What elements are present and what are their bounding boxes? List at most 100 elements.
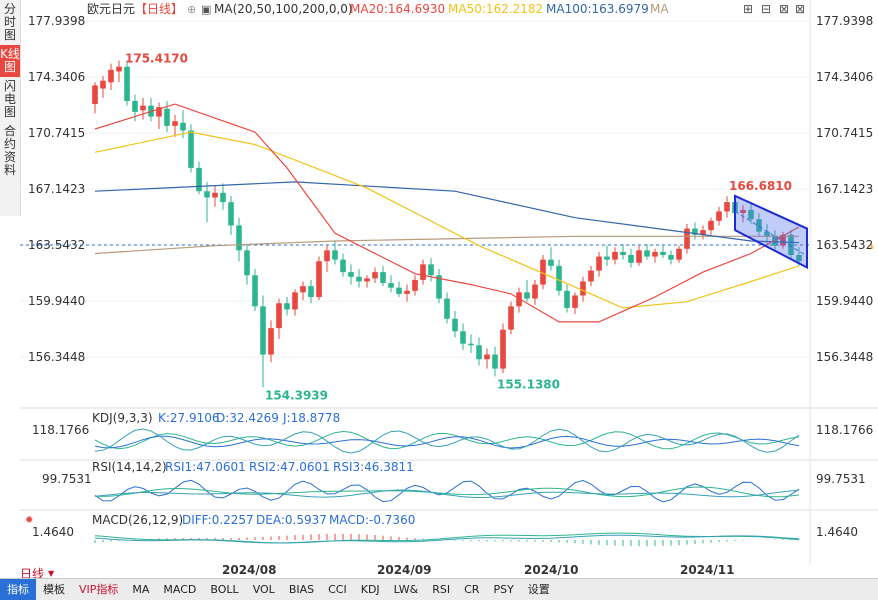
toolbar-item-12[interactable]: CR xyxy=(464,583,480,596)
candle-44 xyxy=(444,292,450,324)
toolbar-item-10[interactable]: LW& xyxy=(393,583,419,596)
candle-71 xyxy=(660,245,666,259)
sidebar-tab-0[interactable]: 分时图 xyxy=(3,2,16,42)
macd-dea: DEA:0.5937 xyxy=(256,513,327,527)
kdj-d-line xyxy=(94,435,800,449)
candle-21 xyxy=(260,295,266,388)
candle-0 xyxy=(92,82,98,114)
kdj-k-line xyxy=(94,430,800,450)
candle-76 xyxy=(700,225,706,240)
candle-body-41 xyxy=(420,264,426,280)
candle-10 xyxy=(172,114,178,137)
zoom-out-icon[interactable]: ⊠ xyxy=(779,2,789,16)
candle-73 xyxy=(676,245,682,263)
candle-16 xyxy=(220,183,226,210)
toolbar-item-4[interactable]: MACD xyxy=(163,583,197,596)
toolbar-item-3[interactable]: MA xyxy=(132,583,150,596)
candle-72 xyxy=(668,250,674,265)
candle-45 xyxy=(452,311,458,338)
candle-body-31 xyxy=(340,259,346,273)
kdj-d: D:32.4269 xyxy=(216,411,279,425)
candle-body-17 xyxy=(228,202,234,226)
toolbar-item-14[interactable]: 设置 xyxy=(527,583,550,596)
toolbar-item-9[interactable]: KDJ xyxy=(360,583,380,596)
candle-body-78 xyxy=(716,211,722,221)
kdj-axis-right: 118.1766 xyxy=(816,423,873,437)
candle-40 xyxy=(412,275,418,296)
candle-87 xyxy=(788,230,794,260)
candle-body-38 xyxy=(396,287,402,294)
toolbar-item-6[interactable]: VOL xyxy=(252,583,275,596)
price-tick-left-5: 159.9440 xyxy=(28,294,85,308)
candle-body-27 xyxy=(308,286,314,298)
ma20-line xyxy=(94,103,800,323)
sidebar-tab-2[interactable]: 闪电图 xyxy=(3,79,16,119)
candle-body-34 xyxy=(364,278,370,282)
candle-body-67 xyxy=(628,255,634,263)
downtrend-channel[interactable] xyxy=(734,194,808,270)
grid-icon[interactable]: ⊞ xyxy=(743,2,753,16)
candle-36 xyxy=(380,265,386,287)
candle-body-43 xyxy=(436,275,442,299)
candle-62 xyxy=(588,265,594,287)
candle-67 xyxy=(628,248,634,268)
rsi-axis-right: 99.7531 xyxy=(816,472,866,486)
toolbar-item-7[interactable]: BIAS xyxy=(288,583,315,596)
candle-82 xyxy=(748,203,754,224)
layout-icon[interactable]: ⊟ xyxy=(761,2,771,16)
candle-24 xyxy=(284,297,290,316)
header-period-tag: 【日线】 xyxy=(135,2,183,16)
candle-body-52 xyxy=(508,306,514,330)
candle-41 xyxy=(420,259,426,285)
candle-body-79 xyxy=(724,202,730,212)
price-tick-left-0: 177.9398 xyxy=(28,14,85,28)
candle-body-88 xyxy=(796,255,802,262)
macd-axis-left: 1.4640 xyxy=(32,525,74,539)
candle-body-68 xyxy=(636,250,642,263)
candle-37 xyxy=(388,275,394,293)
candle-body-82 xyxy=(748,209,754,220)
candle-body-0 xyxy=(92,85,98,105)
candle-body-46 xyxy=(460,331,466,344)
price-tick-left-6: 156.3448 xyxy=(28,350,85,364)
candle-body-28 xyxy=(316,261,322,298)
candle-body-30 xyxy=(332,250,338,260)
candle-body-66 xyxy=(620,251,626,256)
candle-body-81 xyxy=(740,209,746,213)
toolbar-item-0[interactable]: 指标 xyxy=(0,579,36,600)
candle-body-36 xyxy=(380,272,386,284)
candle-3 xyxy=(116,60,122,83)
candle-body-84 xyxy=(764,231,770,237)
macd-axis-right: 1.4640 xyxy=(816,525,858,539)
sidebar: 分时图 K线图闪电图合约资料 xyxy=(0,0,21,216)
sidebar-tab-1[interactable]: K线图 xyxy=(0,45,20,77)
toolbar-item-1[interactable]: 模板 xyxy=(43,583,65,596)
candle-body-61 xyxy=(580,281,586,296)
period-selector[interactable]: 日线 ▼ xyxy=(20,565,54,581)
chart-type-icon[interactable]: ▣ xyxy=(201,3,211,16)
macd-settings-icon[interactable]: ✹ xyxy=(25,515,33,526)
candle-74 xyxy=(684,223,690,254)
candle-31 xyxy=(340,253,346,277)
toolbar-item-5[interactable]: BOLL xyxy=(210,583,239,596)
sidebar-tab-3[interactable]: 合约资料 xyxy=(3,124,16,177)
toolbar-item-13[interactable]: PSY xyxy=(493,583,514,596)
candle-body-11 xyxy=(180,122,186,131)
rsi-line-1 xyxy=(94,479,800,503)
candle-body-40 xyxy=(412,279,418,291)
candle-42 xyxy=(428,258,434,282)
annotation-high-1: 175.4170 xyxy=(125,52,188,66)
kdj-axis-left: 118.1766 xyxy=(32,423,89,437)
toolbar-item-8[interactable]: CCI xyxy=(328,583,347,596)
candle-69 xyxy=(644,244,650,260)
close-icon[interactable]: ⊠ xyxy=(795,2,805,16)
candle-39 xyxy=(404,284,410,302)
candle-body-76 xyxy=(700,230,706,235)
candle-52 xyxy=(508,301,514,335)
toolbar-item-2[interactable]: VIP指标 xyxy=(79,583,119,596)
ma50-value: MA50:162.2182 xyxy=(448,2,543,16)
candle-body-70 xyxy=(652,251,658,257)
ma100-value: MA100:163.6979 xyxy=(546,2,649,16)
toolbar-item-11[interactable]: RSI xyxy=(432,583,451,596)
settings-circle-icon[interactable]: ⊕ xyxy=(187,3,196,16)
